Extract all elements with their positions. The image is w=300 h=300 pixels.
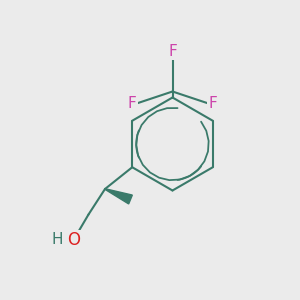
Text: F: F bbox=[208, 96, 217, 111]
Text: H: H bbox=[51, 232, 63, 247]
Text: F: F bbox=[128, 96, 136, 111]
Polygon shape bbox=[105, 189, 132, 204]
Text: F: F bbox=[168, 44, 177, 59]
Text: O: O bbox=[67, 231, 80, 249]
